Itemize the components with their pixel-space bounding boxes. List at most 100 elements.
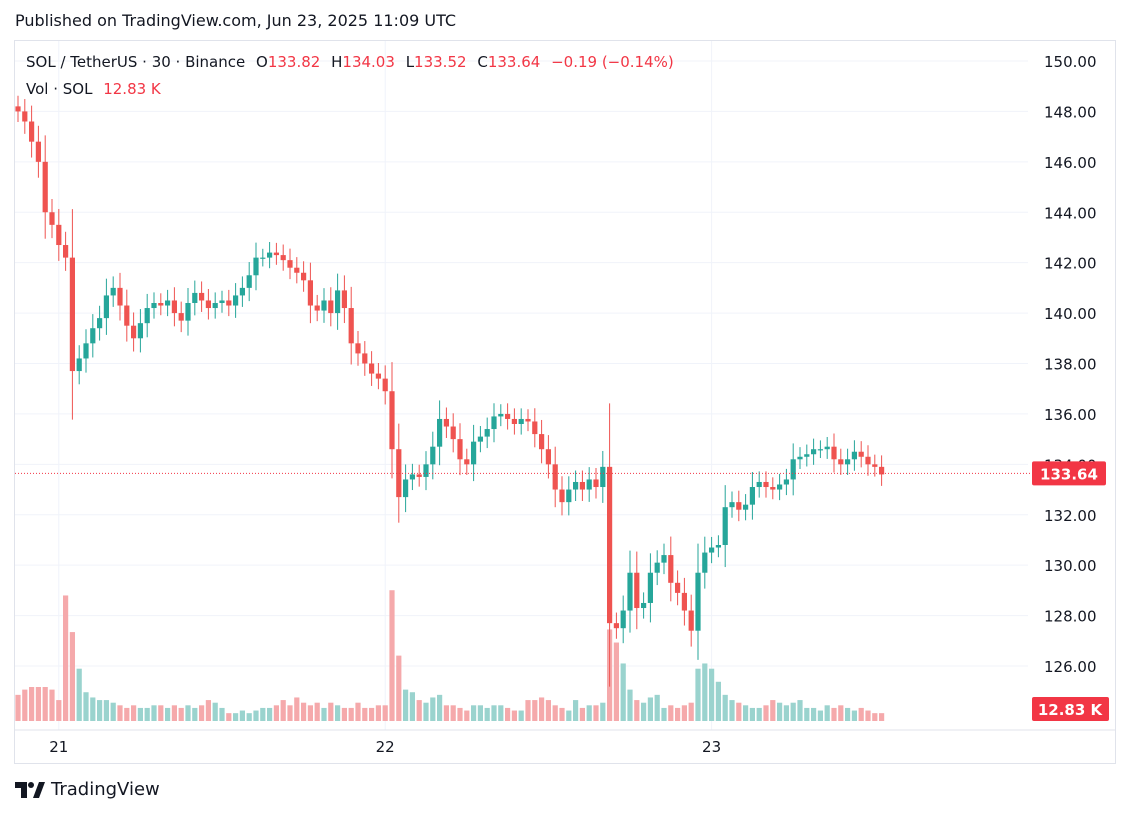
volume-bar — [613, 642, 619, 721]
candle-body — [484, 429, 490, 437]
volume-bar — [314, 702, 320, 721]
volume-bar — [505, 707, 511, 721]
volume-bar — [620, 663, 626, 721]
candle-body — [158, 303, 164, 306]
legend-symbol[interactable]: SOL / TetherUS · 30 · Binance — [26, 53, 246, 71]
volume-bar — [335, 705, 341, 721]
candle-body — [491, 416, 497, 430]
candle-body — [783, 479, 789, 485]
volume-bar — [375, 705, 381, 721]
volume-bar — [627, 689, 633, 721]
volume-bar — [253, 710, 259, 721]
candle-body — [729, 502, 735, 508]
y-tick-label: 150.00 — [1044, 53, 1097, 71]
y-tick-label: 144.00 — [1044, 204, 1097, 222]
candle-body — [539, 434, 545, 450]
volume-legend-value: 12.83 K — [103, 80, 161, 98]
volume-bar — [151, 705, 157, 721]
candle-body — [117, 287, 123, 306]
volume-bar — [83, 692, 89, 721]
x-tick-label: 23 — [702, 738, 721, 756]
candle-body — [348, 308, 354, 344]
candle-body — [872, 464, 878, 467]
candle-body — [668, 555, 674, 583]
y-tick-label: 140.00 — [1044, 305, 1097, 323]
candle-body — [511, 418, 517, 424]
x-tick-label: 21 — [49, 738, 68, 756]
candle-body — [192, 292, 198, 303]
volume-bar — [158, 705, 164, 721]
candle-body — [838, 459, 844, 465]
candle-body — [35, 141, 41, 162]
candle-body — [171, 300, 177, 314]
x-tick-label: 22 — [376, 738, 395, 756]
candle-body — [131, 325, 137, 339]
candle-body — [69, 257, 75, 372]
candle-body — [770, 487, 776, 490]
volume-bar — [15, 694, 21, 721]
volume-bar — [681, 705, 687, 721]
volume-bar — [831, 707, 837, 721]
volume-bar — [824, 705, 830, 721]
volume-bar — [165, 707, 171, 721]
chart-frame[interactable] — [14, 40, 1116, 764]
candle-body — [464, 459, 470, 465]
candle-body — [375, 373, 381, 379]
volume-bar — [233, 713, 239, 721]
volume-bar — [647, 697, 653, 721]
volume-bar — [491, 705, 497, 721]
volume-bar — [722, 694, 728, 721]
volume-bar — [559, 707, 565, 721]
volume-bar — [389, 590, 395, 721]
candle-body — [369, 363, 375, 374]
candle-body — [627, 572, 633, 611]
candle-body — [437, 418, 443, 447]
volume-bar — [743, 705, 749, 721]
volume-bar — [362, 707, 368, 721]
candle-body — [817, 449, 823, 451]
legend-low-value: 133.52 — [414, 53, 467, 71]
volume-bar — [811, 707, 817, 721]
volume-bar — [22, 689, 28, 721]
volume-bar — [185, 705, 191, 721]
candle-body — [307, 280, 313, 306]
candle-body — [341, 290, 347, 309]
candle-body — [22, 111, 28, 122]
last-volume-tag — [1032, 697, 1109, 721]
volume-bar — [450, 705, 456, 721]
candle-body — [471, 441, 477, 465]
candle-body — [688, 610, 694, 631]
volume-bar — [525, 700, 531, 721]
volume-bar — [90, 697, 96, 721]
candle-body — [42, 161, 48, 213]
candle-body — [246, 275, 252, 288]
candle-body — [525, 418, 531, 422]
candle-body — [29, 121, 35, 142]
candle-body — [634, 572, 640, 609]
volume-label[interactable]: Vol · SOL — [26, 80, 93, 98]
legend-open-value: 133.82 — [267, 53, 321, 71]
volume-bar — [851, 710, 857, 721]
candle-body — [654, 562, 660, 573]
volume-bar — [566, 710, 572, 721]
candle-body — [545, 449, 551, 465]
volume-bar — [76, 668, 82, 721]
candle-body — [423, 464, 429, 477]
candle-body — [151, 303, 157, 309]
volume-bar — [403, 689, 409, 721]
volume-bar — [511, 710, 517, 721]
volume-bar — [464, 710, 470, 721]
candle-body — [226, 300, 232, 306]
volume-bar — [715, 681, 721, 721]
tradingview-brand[interactable]: TradingView — [15, 779, 160, 800]
candle-body — [879, 466, 885, 475]
volume-bar — [654, 694, 660, 721]
volume-bar — [457, 707, 463, 721]
candle-body — [362, 353, 368, 364]
volume-bar — [518, 710, 524, 721]
volume-bar — [117, 705, 123, 721]
volume-bar — [42, 687, 48, 721]
candle-body — [110, 287, 116, 296]
y-tick-label: 146.00 — [1044, 154, 1097, 172]
